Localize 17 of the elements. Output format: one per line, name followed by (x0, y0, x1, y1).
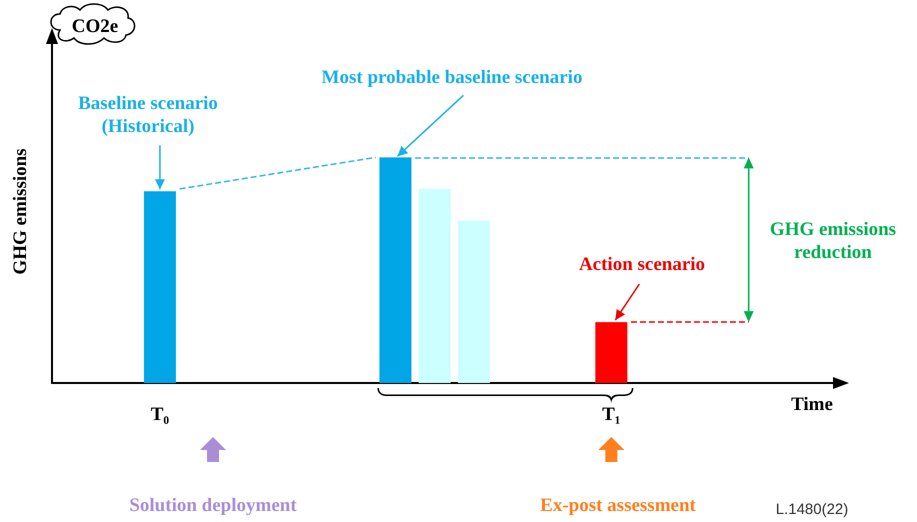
x-axis-title: Time (791, 393, 833, 416)
bar (379, 157, 412, 383)
text: L.1480(22) (774, 500, 850, 520)
bar (418, 188, 451, 383)
bar (144, 191, 176, 383)
y-axis-title: GHG emissions (10, 148, 31, 275)
bar (595, 322, 628, 383)
text: Most probable baseline scenario (320, 66, 584, 89)
text: Solution deployment (128, 494, 298, 517)
annotation: GHG emissions reduction (768, 218, 898, 264)
text: Baseline scenario (Historical) (77, 92, 219, 138)
x-tick-label: T₁ (602, 404, 620, 425)
text: CO2e (70, 15, 120, 38)
x-tick-label: T₀ (150, 404, 170, 425)
annotation: Action scenario (578, 253, 706, 276)
text: Ex-post assessment (539, 494, 697, 517)
bar (458, 220, 490, 383)
